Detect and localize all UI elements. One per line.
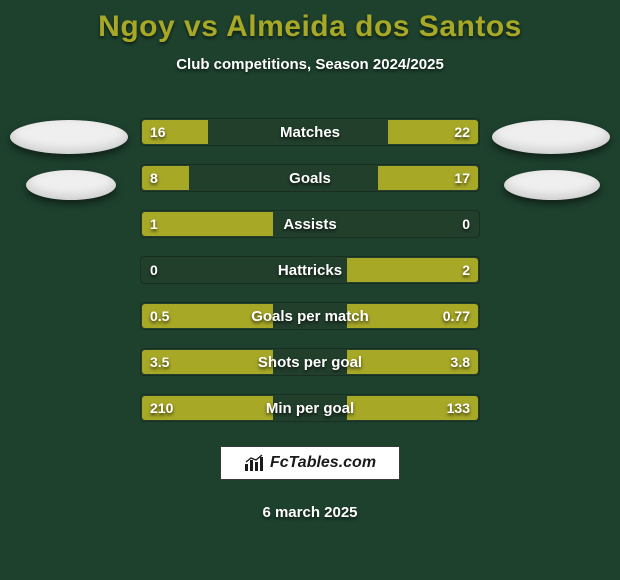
player-oval-0 bbox=[10, 120, 128, 154]
stat-label: Goals per match bbox=[140, 302, 480, 330]
stat-label: Min per goal bbox=[140, 394, 480, 422]
stat-label: Assists bbox=[140, 210, 480, 238]
stat-label: Shots per goal bbox=[140, 348, 480, 376]
stat-row: 10Assists bbox=[140, 210, 480, 238]
stat-label: Matches bbox=[140, 118, 480, 146]
chart-icon bbox=[244, 454, 264, 472]
player-oval-1 bbox=[26, 170, 116, 200]
player-oval-3 bbox=[504, 170, 600, 200]
footer-date: 6 march 2025 bbox=[0, 504, 620, 521]
branding-badge[interactable]: FcTables.com bbox=[220, 446, 400, 480]
branding-text: FcTables.com bbox=[270, 454, 376, 472]
stat-label: Goals bbox=[140, 164, 480, 192]
stat-row: 3.53.8Shots per goal bbox=[140, 348, 480, 376]
stat-row: 02Hattricks bbox=[140, 256, 480, 284]
comparison-card: Ngoy vs Almeida dos Santos Club competit… bbox=[0, 0, 620, 580]
stat-row: 210133Min per goal bbox=[140, 394, 480, 422]
stat-row: 0.50.77Goals per match bbox=[140, 302, 480, 330]
stat-row: 817Goals bbox=[140, 164, 480, 192]
stat-row: 1622Matches bbox=[140, 118, 480, 146]
stat-label: Hattricks bbox=[140, 256, 480, 284]
stats-chart: 1622Matches 817Goals 10Assists 02Hattricks 0… bbox=[0, 0, 620, 580]
player-oval-2 bbox=[492, 120, 610, 154]
